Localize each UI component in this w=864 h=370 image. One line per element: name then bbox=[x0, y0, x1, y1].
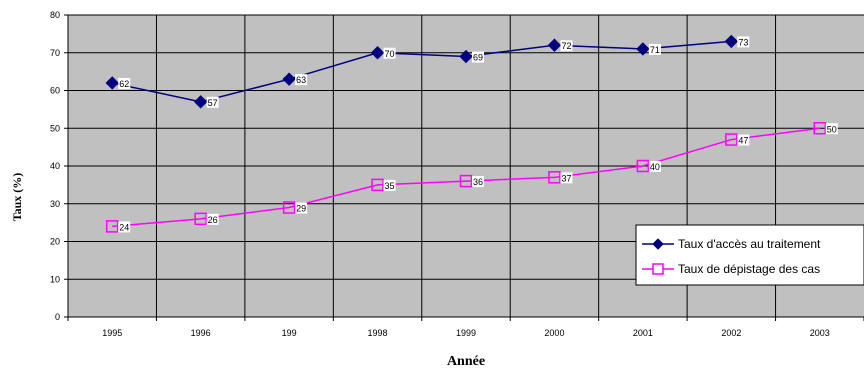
x-tick-labels: 1995 1996 199 1998 1999 2000 2001 2002 2003 bbox=[102, 328, 830, 338]
data-label: 63 bbox=[296, 75, 306, 85]
data-point-diamond bbox=[636, 42, 650, 56]
data-label: 71 bbox=[650, 45, 660, 55]
data-point-diamond bbox=[724, 34, 739, 49]
x-tick-label: 1998 bbox=[368, 328, 388, 338]
data-point-square bbox=[105, 220, 119, 233]
data-point-diamond bbox=[282, 72, 296, 86]
data-label: 72 bbox=[561, 41, 571, 51]
data-label-background bbox=[206, 96, 219, 108]
data-point-square bbox=[282, 201, 296, 214]
x-tick-label: 2003 bbox=[810, 328, 830, 338]
y-tick-label: 80 bbox=[50, 10, 60, 20]
gridlines bbox=[68, 14, 864, 317]
legend-label: Taux d'accès au traitement bbox=[678, 237, 821, 251]
data-label: 26 bbox=[208, 215, 218, 225]
y-tick-labels: 0 10 20 30 40 50 60 70 80 bbox=[50, 10, 60, 322]
x-tick-label: 1996 bbox=[191, 328, 211, 338]
legend-item: Taux de dépistage des cas bbox=[642, 262, 820, 276]
data-label: 62 bbox=[119, 79, 129, 89]
x-axis-title: Année bbox=[447, 354, 485, 369]
y-tick-label: 40 bbox=[50, 161, 60, 171]
data-point-diamond bbox=[547, 38, 562, 52]
data-label-background bbox=[737, 36, 750, 48]
data-label-background bbox=[472, 176, 484, 188]
data-label: 47 bbox=[738, 136, 748, 146]
y-axis-title: Taux (%) bbox=[10, 173, 24, 222]
data-point-diamond bbox=[459, 49, 473, 64]
data-label-background bbox=[383, 47, 396, 59]
y-tick-label: 10 bbox=[50, 274, 60, 284]
legend-item: Taux d'accès au traitement bbox=[642, 237, 821, 251]
x-tick-label: 2001 bbox=[633, 328, 653, 338]
data-point-diamond bbox=[193, 95, 208, 109]
y-tick-label: 50 bbox=[50, 123, 60, 133]
data-label: 73 bbox=[738, 37, 748, 47]
legend-marker-diamond bbox=[652, 238, 664, 250]
legend-marker-square bbox=[652, 263, 664, 275]
data-label-background bbox=[206, 213, 219, 225]
series-group: 62 57 63 70 69 72 71 73 24 26 29 35 36 37 40 47 50 bbox=[105, 34, 838, 233]
data-label-background bbox=[648, 43, 661, 55]
data-point-square bbox=[371, 178, 384, 192]
data-label: 29 bbox=[296, 204, 306, 214]
series-2: 24 26 29 35 36 37 40 47 50 bbox=[105, 122, 838, 233]
axes bbox=[64, 14, 864, 321]
data-label: 24 bbox=[119, 222, 129, 232]
data-point-square bbox=[813, 122, 827, 135]
data-label: 35 bbox=[385, 181, 395, 191]
series-1: 62 57 63 70 69 72 71 73 bbox=[105, 34, 750, 109]
y-tick-label: 20 bbox=[50, 237, 60, 247]
data-point-square bbox=[636, 159, 650, 173]
data-label: 70 bbox=[385, 49, 395, 59]
data-label-background bbox=[295, 74, 308, 86]
series-2-line bbox=[112, 127, 820, 228]
data-label: 37 bbox=[561, 173, 571, 183]
data-label: 50 bbox=[827, 124, 837, 134]
data-label: 57 bbox=[208, 98, 218, 108]
data-label-background bbox=[472, 51, 484, 63]
data-label: 40 bbox=[650, 162, 660, 172]
data-label-background bbox=[118, 221, 131, 233]
data-label-background bbox=[295, 202, 308, 214]
data-point-square bbox=[548, 171, 561, 184]
data-label-background bbox=[737, 134, 750, 146]
data-label-background bbox=[383, 179, 396, 191]
data-label-background bbox=[825, 123, 838, 135]
y-tick-label: 70 bbox=[50, 48, 60, 58]
y-tick-label: 30 bbox=[50, 199, 60, 209]
x-tick-label: 1995 bbox=[102, 328, 122, 338]
data-point-square bbox=[194, 212, 207, 226]
data-label-background bbox=[648, 161, 661, 172]
data-label-background bbox=[118, 77, 131, 89]
x-tick-label: 2000 bbox=[544, 328, 564, 338]
y-tick-label: 60 bbox=[50, 86, 60, 96]
x-tick-label: 199 bbox=[282, 328, 297, 338]
data-point-diamond bbox=[370, 46, 385, 60]
data-point-square bbox=[459, 174, 473, 188]
x-tick-label: 1999 bbox=[456, 328, 476, 338]
data-point-square bbox=[725, 133, 738, 146]
legend-label: Taux de dépistage des cas bbox=[678, 262, 820, 276]
legend-box bbox=[635, 224, 864, 286]
data-label-background bbox=[560, 172, 573, 184]
x-tick-label: 2002 bbox=[721, 328, 741, 338]
y-tick-label: 0 bbox=[55, 312, 60, 322]
data-label: 36 bbox=[473, 177, 483, 187]
legend: Taux d'accès au traitement Taux de dépist… bbox=[635, 224, 864, 286]
data-label: 69 bbox=[473, 53, 483, 63]
data-point-diamond bbox=[105, 76, 119, 90]
data-label-background bbox=[560, 40, 573, 52]
